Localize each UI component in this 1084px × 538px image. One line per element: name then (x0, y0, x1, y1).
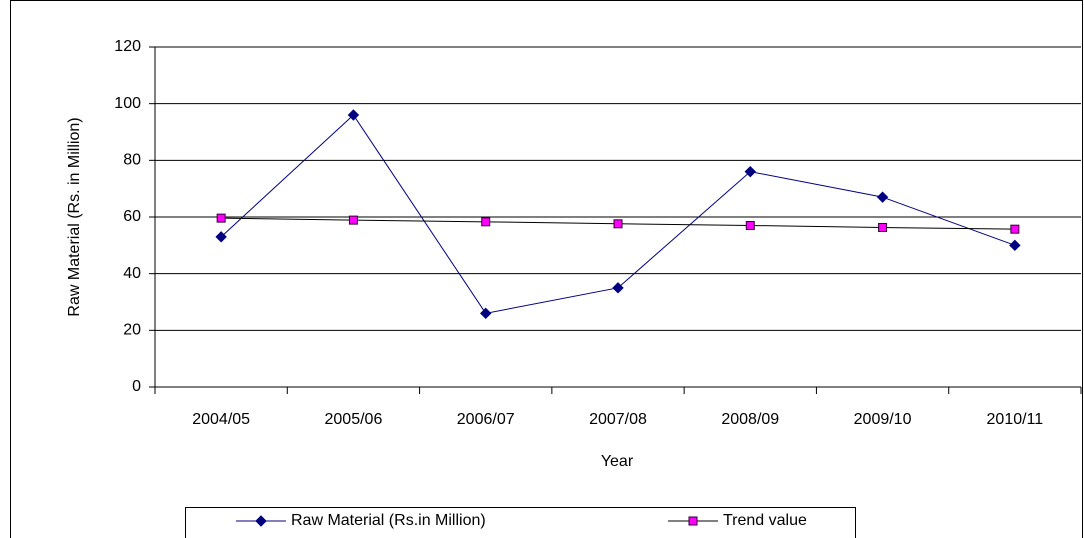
legend-box (185, 507, 856, 538)
data-point (612, 282, 624, 294)
data-point (745, 221, 755, 230)
y-tick-label: 80 (123, 152, 141, 169)
data-point (216, 213, 226, 223)
data-point (348, 215, 358, 225)
y-tick-label: 40 (123, 265, 141, 282)
data-point (1010, 224, 1020, 234)
data-point (613, 219, 623, 229)
data-point (215, 231, 227, 243)
y-tick-label: 20 (123, 322, 141, 339)
y-tick-label: 100 (114, 95, 141, 112)
x-tick-label: 2010/11 (987, 411, 1044, 428)
y-tick-label: 120 (114, 38, 141, 55)
legend-label: Raw Material (Rs.in Million) (291, 512, 486, 529)
chart-frame (10, 0, 1083, 538)
x-tick-label: 2005/06 (325, 411, 383, 428)
data-point (481, 217, 491, 227)
legend-label: Trend value (723, 512, 807, 529)
x-tick-label: 2009/10 (854, 411, 912, 428)
x-tick-label: 2004/05 (192, 411, 250, 428)
data-point (480, 307, 492, 320)
x-tick-label: 2007/08 (589, 411, 647, 428)
y-tick-label: 0 (132, 378, 141, 395)
x-tick-label: 2006/07 (457, 411, 515, 428)
data-point (878, 222, 888, 232)
y-axis-label: Raw Material (Rs. in Million) (66, 117, 83, 316)
legend-marker (255, 515, 267, 527)
data-point (1009, 239, 1021, 252)
legend-marker (688, 516, 698, 526)
data-point (347, 109, 360, 121)
x-tick-label: 2008/09 (721, 411, 779, 428)
y-tick-label: 60 (123, 208, 141, 225)
data-point (876, 191, 889, 203)
data-point (744, 165, 756, 178)
x-axis-label: Year (601, 453, 634, 470)
